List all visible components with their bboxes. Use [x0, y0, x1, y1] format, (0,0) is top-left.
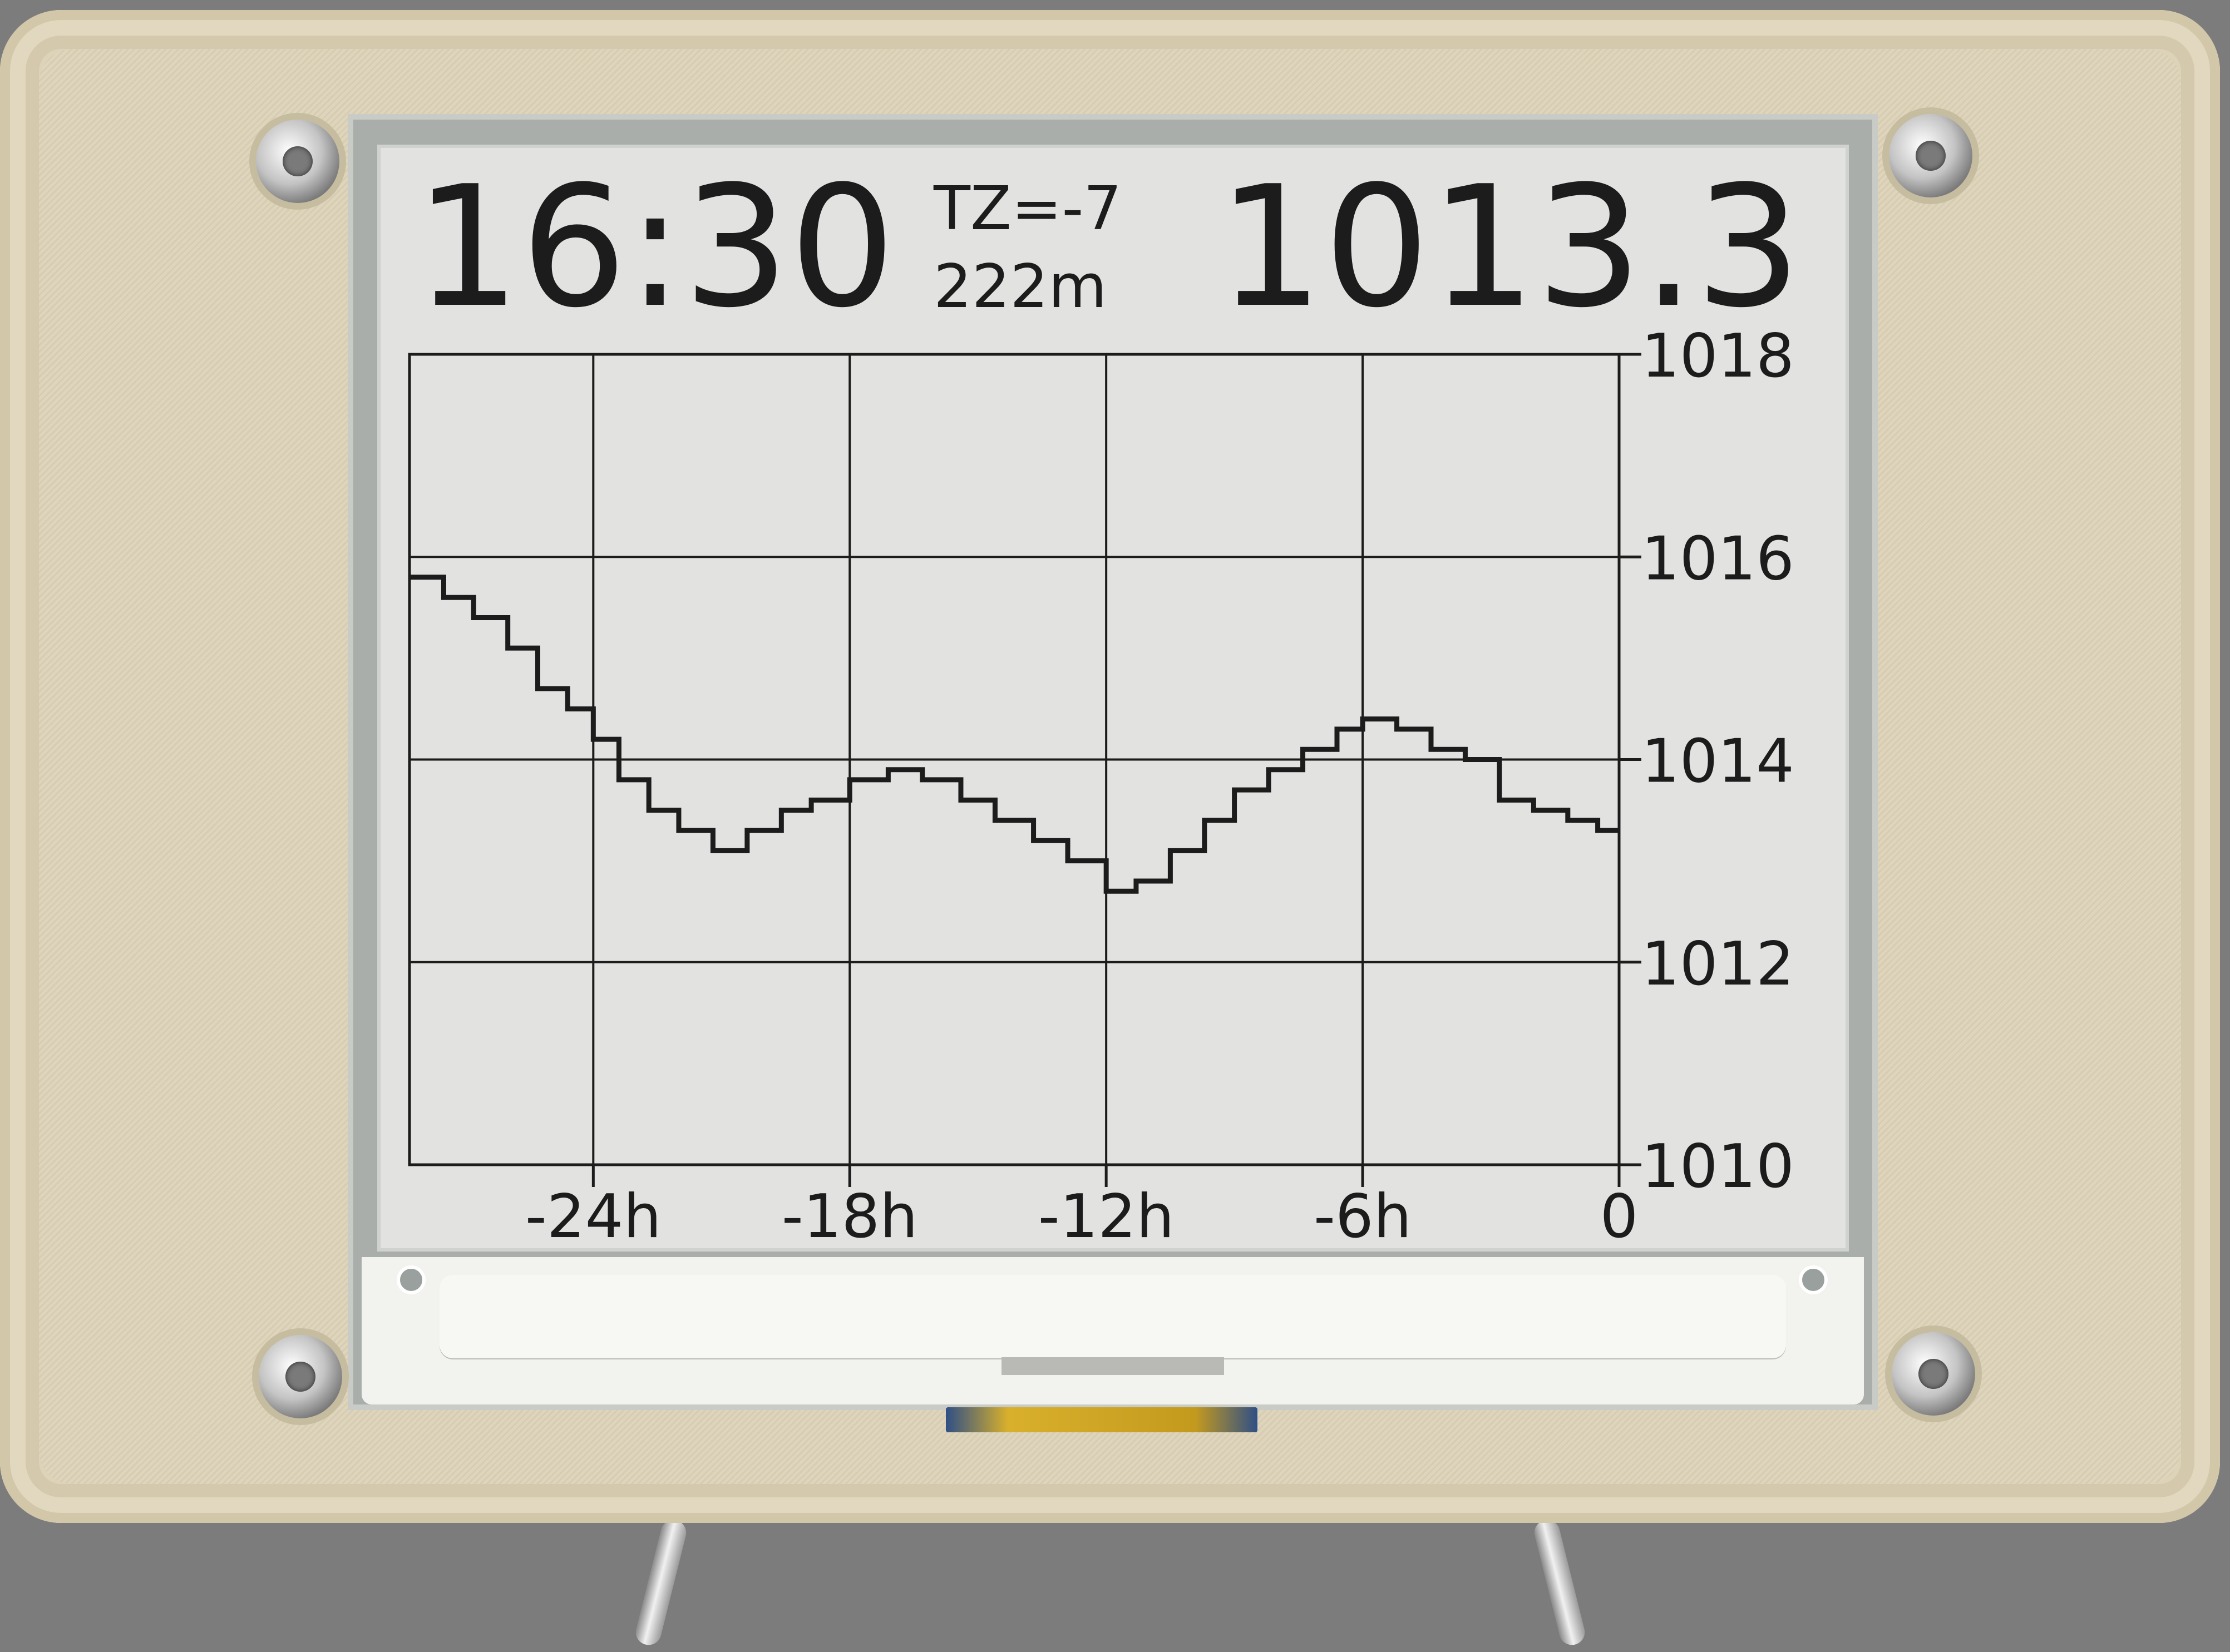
screw-icon — [1889, 114, 1972, 197]
y-tick-label: 1016 — [1641, 524, 1794, 593]
x-tick-label: -18h — [782, 1182, 918, 1252]
mount-hole-left — [397, 1265, 426, 1294]
y-tick-label: 1010 — [1641, 1132, 1794, 1201]
x-tick-label: 0 — [1600, 1182, 1639, 1252]
screw-icon — [259, 1335, 342, 1418]
y-tick-label: 1018 — [1641, 322, 1794, 391]
time-readout: 16:30 — [415, 150, 896, 344]
screw-icon — [256, 120, 339, 203]
timezone-readout: TZ=-7 — [934, 174, 1122, 244]
y-tick-label: 1012 — [1641, 929, 1794, 999]
pressure-readout: 1013.3 — [1217, 150, 1802, 344]
flex-cable-band — [440, 1275, 1786, 1358]
altitude-readout: 222m — [934, 252, 1107, 322]
x-tick-label: -6h — [1314, 1182, 1412, 1252]
screw-icon — [1892, 1332, 1975, 1416]
flex-cable-slot — [1001, 1357, 1224, 1375]
mount-hole-right — [1799, 1265, 1828, 1294]
x-tick-label: -24h — [525, 1182, 662, 1252]
y-tick-label: 1014 — [1641, 727, 1794, 797]
pressure-series-line — [410, 575, 1619, 894]
x-tick-label: -12h — [1038, 1182, 1175, 1252]
epaper-display-area — [377, 145, 1849, 1252]
ribbon-connector — [946, 1407, 1257, 1432]
